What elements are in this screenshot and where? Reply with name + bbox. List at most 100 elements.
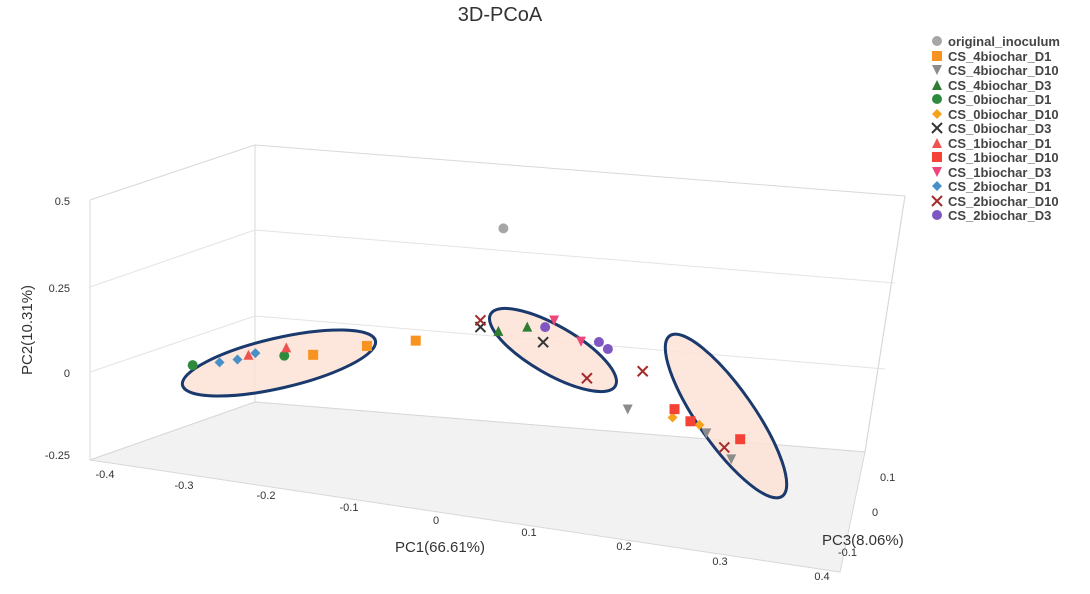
point-cs-2biochar-d10-2 bbox=[581, 372, 593, 384]
grid-y-0-left bbox=[89, 315, 256, 373]
point-cs-2biochar-d3-3 bbox=[602, 344, 613, 355]
point-cs-1biochar-d10-1 bbox=[669, 404, 680, 415]
point-cs-1biochar-d1-1 bbox=[243, 349, 254, 360]
data-points bbox=[187, 223, 746, 465]
legend-item-cs-0biochar-d1[interactable]: CS_0biochar_D1 bbox=[930, 92, 1060, 107]
triangle-up-marker-icon bbox=[932, 79, 942, 90]
legend-label: CS_2biochar_D10 bbox=[948, 193, 1059, 209]
legend-label: CS_4biochar_D1 bbox=[948, 48, 1052, 64]
square-marker-icon bbox=[932, 50, 942, 61]
y-tick-0: 0 bbox=[64, 368, 70, 380]
point-cs-2biochar-d1-1 bbox=[214, 357, 225, 368]
cluster-right bbox=[663, 332, 789, 500]
y-tick-0.5: 0.5 bbox=[55, 196, 70, 208]
back-wall bbox=[254, 144, 906, 453]
point-cs-0biochar-d1-1 bbox=[187, 360, 198, 371]
point-cs-0biochar-d10-2 bbox=[694, 419, 705, 430]
point-cs-0biochar-d10-1 bbox=[667, 412, 678, 423]
y-tick-neg0.25: -0.25 bbox=[45, 450, 70, 462]
circle-marker-icon bbox=[932, 36, 942, 46]
legend-item-cs-2biochar-d3[interactable]: CS_2biochar_D3 bbox=[930, 208, 1060, 223]
circle-marker-icon bbox=[932, 94, 942, 104]
triangle-down-marker-icon bbox=[932, 166, 942, 177]
legend-item-cs-2biochar-d1[interactable]: CS_2biochar_D1 bbox=[930, 179, 1060, 194]
x-tick-0.1: 0.1 bbox=[521, 527, 536, 539]
point-cs-1biochar-d10-2 bbox=[685, 416, 696, 427]
legend-item-cs-4biochar-d3[interactable]: CS_4biochar_D3 bbox=[930, 77, 1060, 93]
point-cs-4biochar-d1-1 bbox=[308, 349, 319, 360]
right-wall-vertical bbox=[864, 195, 906, 453]
diamond-marker-icon bbox=[932, 108, 942, 119]
x-tick-neg0.4: -0.4 bbox=[96, 469, 115, 481]
legend-label: CS_4biochar_D3 bbox=[948, 77, 1052, 93]
legend-label: original_inoculum bbox=[948, 34, 1060, 49]
axes: 0.5 0.25 0 -0.25 PC2(10.31%) -0.4 -0.3 -… bbox=[19, 196, 904, 583]
legend-item-cs-1biochar-d1[interactable]: CS_1biochar_D1 bbox=[930, 135, 1060, 151]
z-tick-neg0.1: -0.1 bbox=[838, 547, 857, 559]
legend-label: CS_2biochar_D3 bbox=[948, 208, 1052, 223]
triangle-down-marker-icon bbox=[932, 65, 942, 75]
point-cs-1biochar-d1-2 bbox=[281, 342, 292, 353]
circle-marker-icon bbox=[932, 210, 942, 220]
point-cs-1biochar-d3-1 bbox=[549, 315, 560, 326]
point-cs-2biochar-d10-3 bbox=[636, 365, 649, 377]
point-cs-2biochar-d1-2 bbox=[232, 354, 243, 365]
point-cs-2biochar-d10-4 bbox=[718, 441, 730, 454]
legend-item-cs-1biochar-d10[interactable]: CS_1biochar_D10 bbox=[930, 150, 1060, 165]
legend-label: CS_0biochar_D1 bbox=[948, 92, 1052, 107]
legend-item-original-inoculum[interactable]: original_inoculum bbox=[930, 34, 1060, 49]
gridlines bbox=[89, 229, 896, 373]
left-wall-top bbox=[89, 144, 256, 201]
point-cs-4biochar-d3-2 bbox=[522, 321, 533, 332]
legend-item-cs-2biochar-d10[interactable]: CS_2biochar_D10 bbox=[930, 193, 1060, 209]
grid-y-0.25-left bbox=[89, 229, 256, 288]
point-cs-4biochar-d1-3 bbox=[410, 335, 421, 346]
y-axis-label: PC2(10.31%) bbox=[19, 285, 36, 375]
left-wall-bottom bbox=[89, 401, 256, 461]
x-axis-label: PC1(66.61%) bbox=[395, 539, 485, 556]
legend-label: CS_0biochar_D10 bbox=[948, 106, 1059, 122]
triangle-up-marker-icon bbox=[932, 137, 942, 148]
cluster-left bbox=[180, 328, 378, 398]
point-cs-4biochar-d3-1 bbox=[493, 325, 504, 336]
y-tick-0.25: 0.25 bbox=[49, 283, 70, 295]
point-cs-2biochar-d10-1 bbox=[474, 314, 487, 326]
point-cs-1biochar-d10-3 bbox=[735, 434, 746, 445]
point-cs-2biochar-d3-2 bbox=[593, 337, 604, 348]
x-tick-0.2: 0.2 bbox=[616, 541, 631, 553]
x-tick-neg0.2: -0.2 bbox=[257, 490, 276, 502]
grid-y-0.25-back bbox=[254, 229, 896, 284]
point-cs-0biochar-d1-2 bbox=[279, 350, 290, 361]
z-tick-0.1: 0.1 bbox=[880, 472, 895, 484]
point-cs-4biochar-d10-3 bbox=[726, 454, 737, 465]
legend-label: CS_0biochar_D3 bbox=[948, 121, 1052, 136]
point-cs-4biochar-d1-2 bbox=[361, 340, 372, 351]
x-marker-icon bbox=[931, 194, 943, 207]
legend-item-cs-0biochar-d10[interactable]: CS_0biochar_D10 bbox=[930, 106, 1060, 122]
point-original-inoculum-1 bbox=[498, 223, 509, 234]
x-tick-neg0.3: -0.3 bbox=[175, 480, 194, 492]
point-cs-4biochar-d10-2 bbox=[701, 428, 712, 439]
legend: original_inoculum CS_4biochar_D1 CS_4bioch… bbox=[930, 34, 1060, 223]
legend-label: CS_1biochar_D3 bbox=[948, 164, 1052, 180]
legend-item-cs-4biochar-d1[interactable]: CS_4biochar_D1 bbox=[930, 48, 1060, 64]
legend-item-cs-4biochar-d10[interactable]: CS_4biochar_D10 bbox=[930, 63, 1060, 78]
legend-label: CS_1biochar_D10 bbox=[948, 150, 1059, 165]
legend-item-cs-1biochar-d3[interactable]: CS_1biochar_D3 bbox=[930, 164, 1060, 180]
x-marker-icon bbox=[931, 122, 943, 134]
diamond-marker-icon bbox=[932, 181, 942, 191]
x-tick-neg0.1: -0.1 bbox=[340, 502, 359, 514]
legend-label: CS_2biochar_D1 bbox=[948, 179, 1052, 194]
legend-label: CS_1biochar_D1 bbox=[948, 135, 1052, 151]
x-tick-0.3: 0.3 bbox=[712, 556, 727, 568]
point-cs-0biochar-d3-2 bbox=[537, 336, 549, 348]
cluster-ellipses bbox=[180, 306, 789, 500]
point-cs-2biochar-d3-1 bbox=[540, 322, 551, 333]
x-tick-0: 0 bbox=[433, 515, 439, 527]
square-marker-icon bbox=[932, 152, 942, 162]
legend-item-cs-0biochar-d3[interactable]: CS_0biochar_D3 bbox=[930, 121, 1060, 136]
point-cs-2biochar-d1-3 bbox=[250, 348, 261, 359]
z-axis-label: PC3(8.06%) bbox=[822, 532, 904, 549]
legend-label: CS_4biochar_D10 bbox=[948, 63, 1059, 78]
